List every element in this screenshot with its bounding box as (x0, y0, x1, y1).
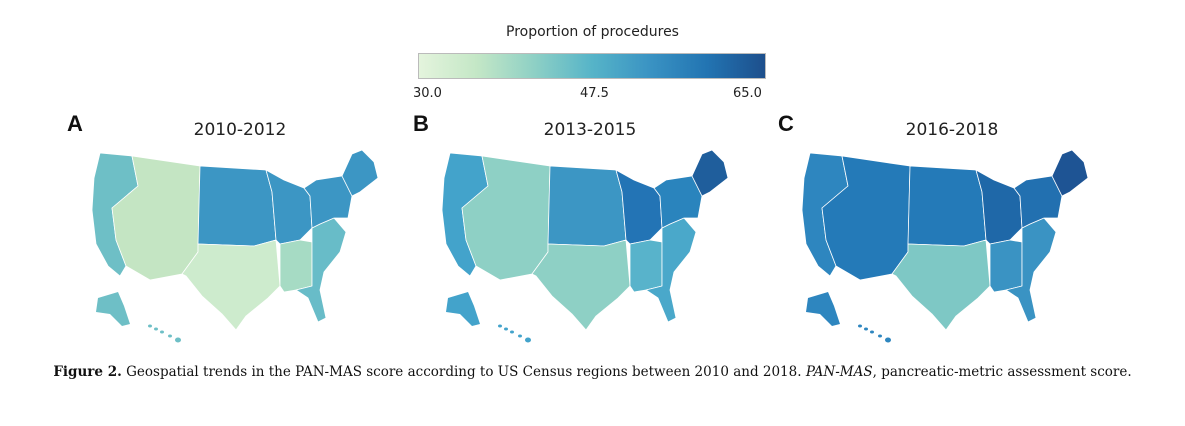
region-wsc (891, 239, 991, 331)
region-ne (691, 149, 729, 197)
region-wsc (181, 239, 281, 331)
region-alaska (806, 292, 840, 326)
region-hawaii-island (498, 324, 502, 328)
legend-tick-max: 65.0 (733, 86, 762, 101)
us-map-svg-b (441, 149, 729, 343)
panel-letter-c: C (778, 111, 794, 136)
region-ma (303, 175, 353, 229)
region-ma (1013, 175, 1063, 229)
region-ne (1051, 149, 1089, 197)
region-wnc (547, 165, 627, 247)
region-ne (341, 149, 379, 197)
region-enc (615, 169, 663, 245)
caption-definition: , pancreatic-metric assessment score. (872, 364, 1132, 380)
region-wsc (531, 239, 631, 331)
region-hawaii-island (870, 330, 874, 334)
region-hawaii-island (864, 327, 868, 331)
region-hawaii-island (885, 337, 891, 343)
region-hawaii-island (510, 330, 514, 334)
us-map-svg-c (801, 149, 1089, 343)
region-sa (295, 217, 347, 323)
region-hawaii-island (168, 334, 172, 338)
region-hawaii-island (148, 324, 152, 328)
region-wnc (197, 165, 277, 247)
caption-label: Figure 2. (53, 364, 122, 380)
region-enc (265, 169, 313, 245)
region-esc (989, 239, 1023, 293)
figure-caption: Figure 2. Geospatial trends in the PAN-M… (0, 364, 1185, 380)
panel-title-c: 2016-2018 (905, 120, 999, 140)
us-map-b (440, 148, 740, 343)
panel-title-b: 2013-2015 (543, 120, 637, 140)
region-sa (645, 217, 697, 323)
region-hawaii-island (878, 334, 882, 338)
us-map-svg-a (91, 149, 379, 343)
region-esc (279, 239, 313, 293)
region-ma (653, 175, 703, 229)
region-hawaii-island (154, 327, 158, 331)
colorbar (418, 53, 766, 79)
region-wnc (907, 165, 987, 247)
caption-abbreviation: PAN-MAS (805, 364, 873, 380)
region-hawaii-island (518, 334, 522, 338)
region-hawaii-island (525, 337, 531, 343)
caption-text: Geospatial trends in the PAN-MAS score a… (126, 364, 802, 380)
region-hawaii-island (160, 330, 164, 334)
panel-title-a: 2010-2012 (193, 120, 287, 140)
legend-title: Proportion of procedures (506, 24, 679, 40)
legend-tick-mid: 47.5 (580, 86, 609, 101)
legend-tick-min: 30.0 (413, 86, 442, 101)
panel-letter-b: B (413, 111, 429, 136)
region-hawaii-island (175, 337, 181, 343)
panel-letter-a: A (67, 111, 83, 136)
region-alaska (446, 292, 480, 326)
region-enc (975, 169, 1023, 245)
region-esc (629, 239, 663, 293)
region-alaska (96, 292, 130, 326)
us-map-a (90, 148, 390, 343)
region-sa (1005, 217, 1057, 323)
region-hawaii-island (858, 324, 862, 328)
region-hawaii-island (504, 327, 508, 331)
us-map-c (800, 148, 1100, 343)
